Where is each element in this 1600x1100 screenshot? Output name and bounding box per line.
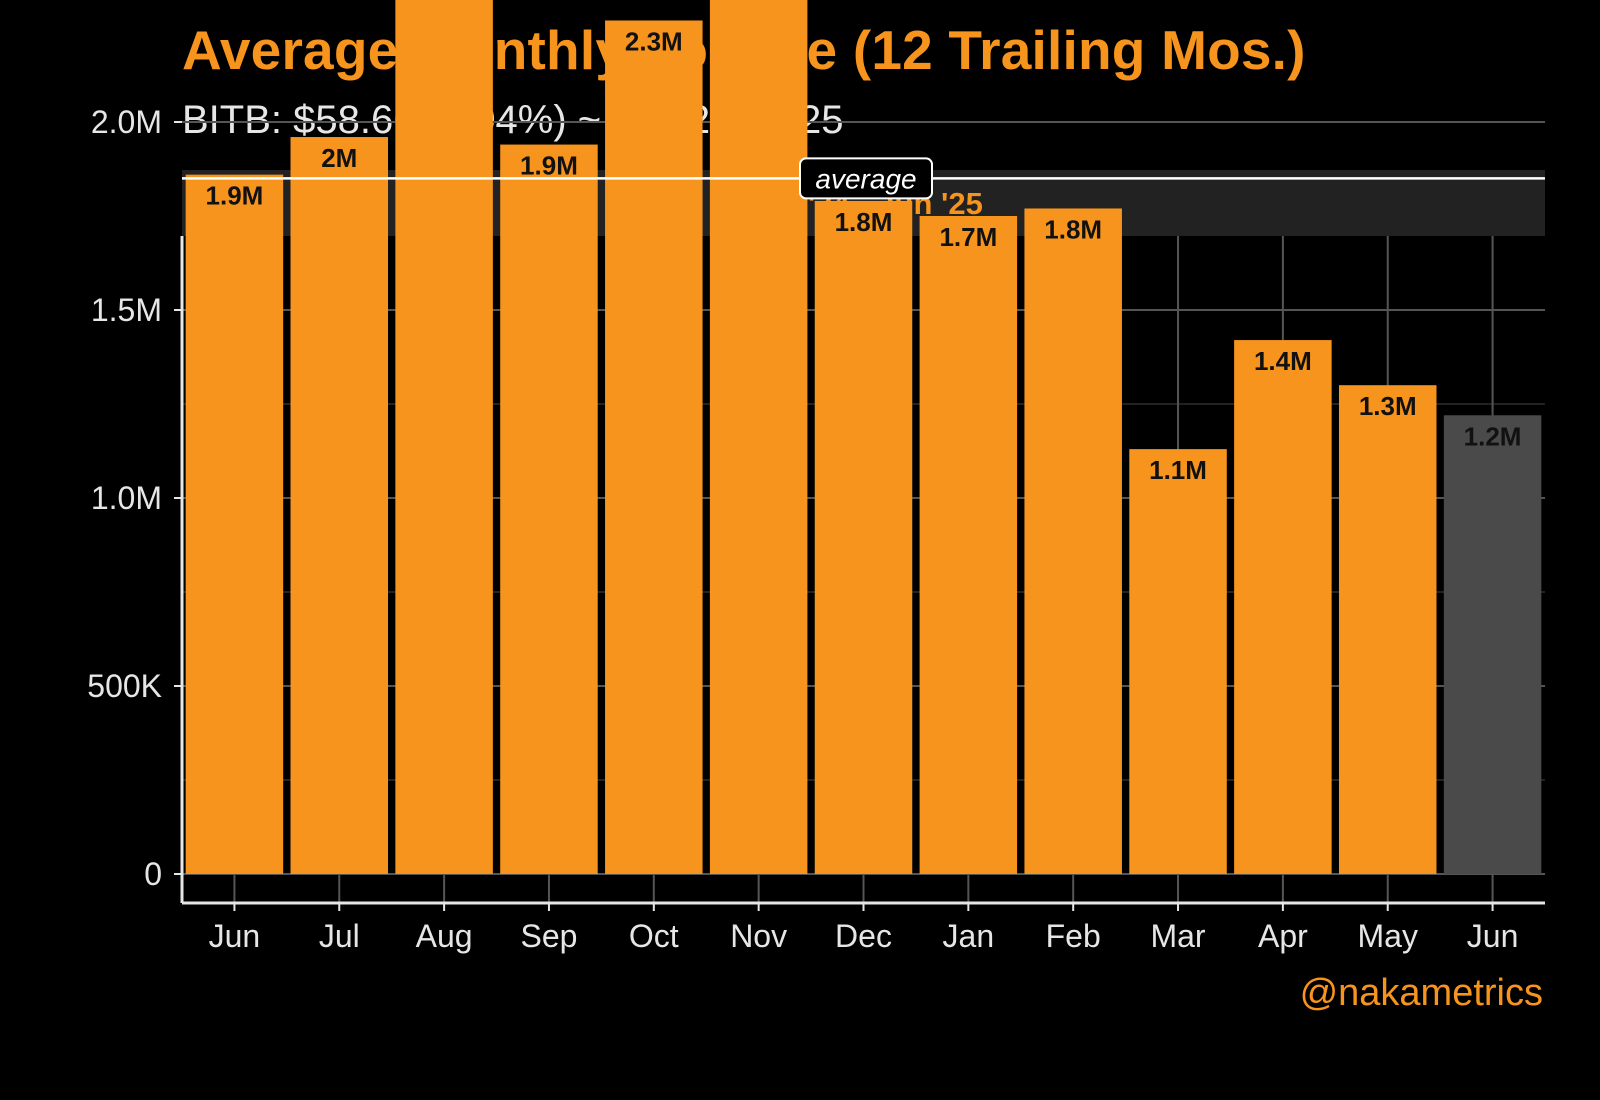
bar-value-label: 1.9M	[520, 151, 578, 181]
average-line-group: average	[182, 157, 1545, 200]
y-tick-label: 1.0M	[91, 480, 162, 516]
average-label: average	[815, 163, 916, 194]
x-tick-label: Sep	[520, 918, 577, 954]
x-tick-label: May	[1358, 918, 1418, 954]
bar-jul-1	[290, 137, 389, 875]
average-label-box	[799, 157, 933, 200]
bar-nov-5	[709, 0, 808, 874]
x-tick-label: Jan	[943, 918, 995, 954]
x-tick-label: Aug	[416, 918, 473, 954]
axes: 0500K1.0M1.5M2.0M2.5M3.0MJunJulAugSepOct…	[87, 104, 1545, 954]
y-tick-label: 0	[144, 856, 162, 892]
x-tick-label: Apr	[1258, 918, 1308, 954]
bar-value-label: 1.1M	[1149, 455, 1207, 485]
bar-mar-9	[1129, 449, 1227, 874]
bar-value-label: 1.7M	[939, 222, 997, 252]
watermark: @nakametrics	[1299, 972, 1543, 1014]
bar-jan-7	[919, 216, 1018, 874]
x-tick-label: Jun	[1467, 918, 1519, 954]
bar-value-label: 1.3M	[1359, 391, 1417, 421]
x-tick-label: Oct	[629, 918, 679, 954]
bar-value-label: 2.4M	[415, 0, 473, 4]
bar-value-label: 1.9M	[206, 181, 264, 211]
bar-value-label: 1.8M	[835, 207, 893, 237]
bar-value-label: 1.4M	[1254, 346, 1312, 376]
bar-jun-12	[1443, 415, 1542, 874]
x-tick-label: Jul	[319, 918, 360, 954]
bar-feb-8	[1024, 208, 1122, 875]
y-tick-label: 500K	[87, 668, 162, 704]
x-tick-label: Dec	[835, 918, 892, 954]
bar-jun-0	[185, 174, 284, 874]
x-tick-label: Feb	[1046, 918, 1101, 954]
bar-aug-2	[395, 0, 493, 874]
y-tick-label: 2.0M	[91, 104, 162, 140]
bar-dec-6	[814, 200, 913, 874]
bar-value-label: 2.3M	[625, 26, 683, 56]
y-tick-label: 1.5M	[91, 292, 162, 328]
bars	[185, 0, 1542, 875]
data-labels: 1.9M2M2.4M1.9M2.3M3.2M1.8M1.7M1.8M1.1M1.…	[206, 0, 1522, 485]
bar-sep-3	[500, 144, 598, 874]
bar-value-label: 1.2M	[1464, 421, 1522, 451]
bar-value-label: 1.8M	[1044, 214, 1102, 244]
x-tick-label: Jun	[209, 918, 261, 954]
bar-may-11	[1338, 385, 1437, 874]
bar-value-label: 2M	[321, 143, 357, 173]
x-tick-label: Mar	[1150, 918, 1205, 954]
bar-oct-4	[605, 20, 703, 875]
x-tick-label: Nov	[730, 918, 787, 954]
bar-apr-10	[1234, 340, 1332, 875]
